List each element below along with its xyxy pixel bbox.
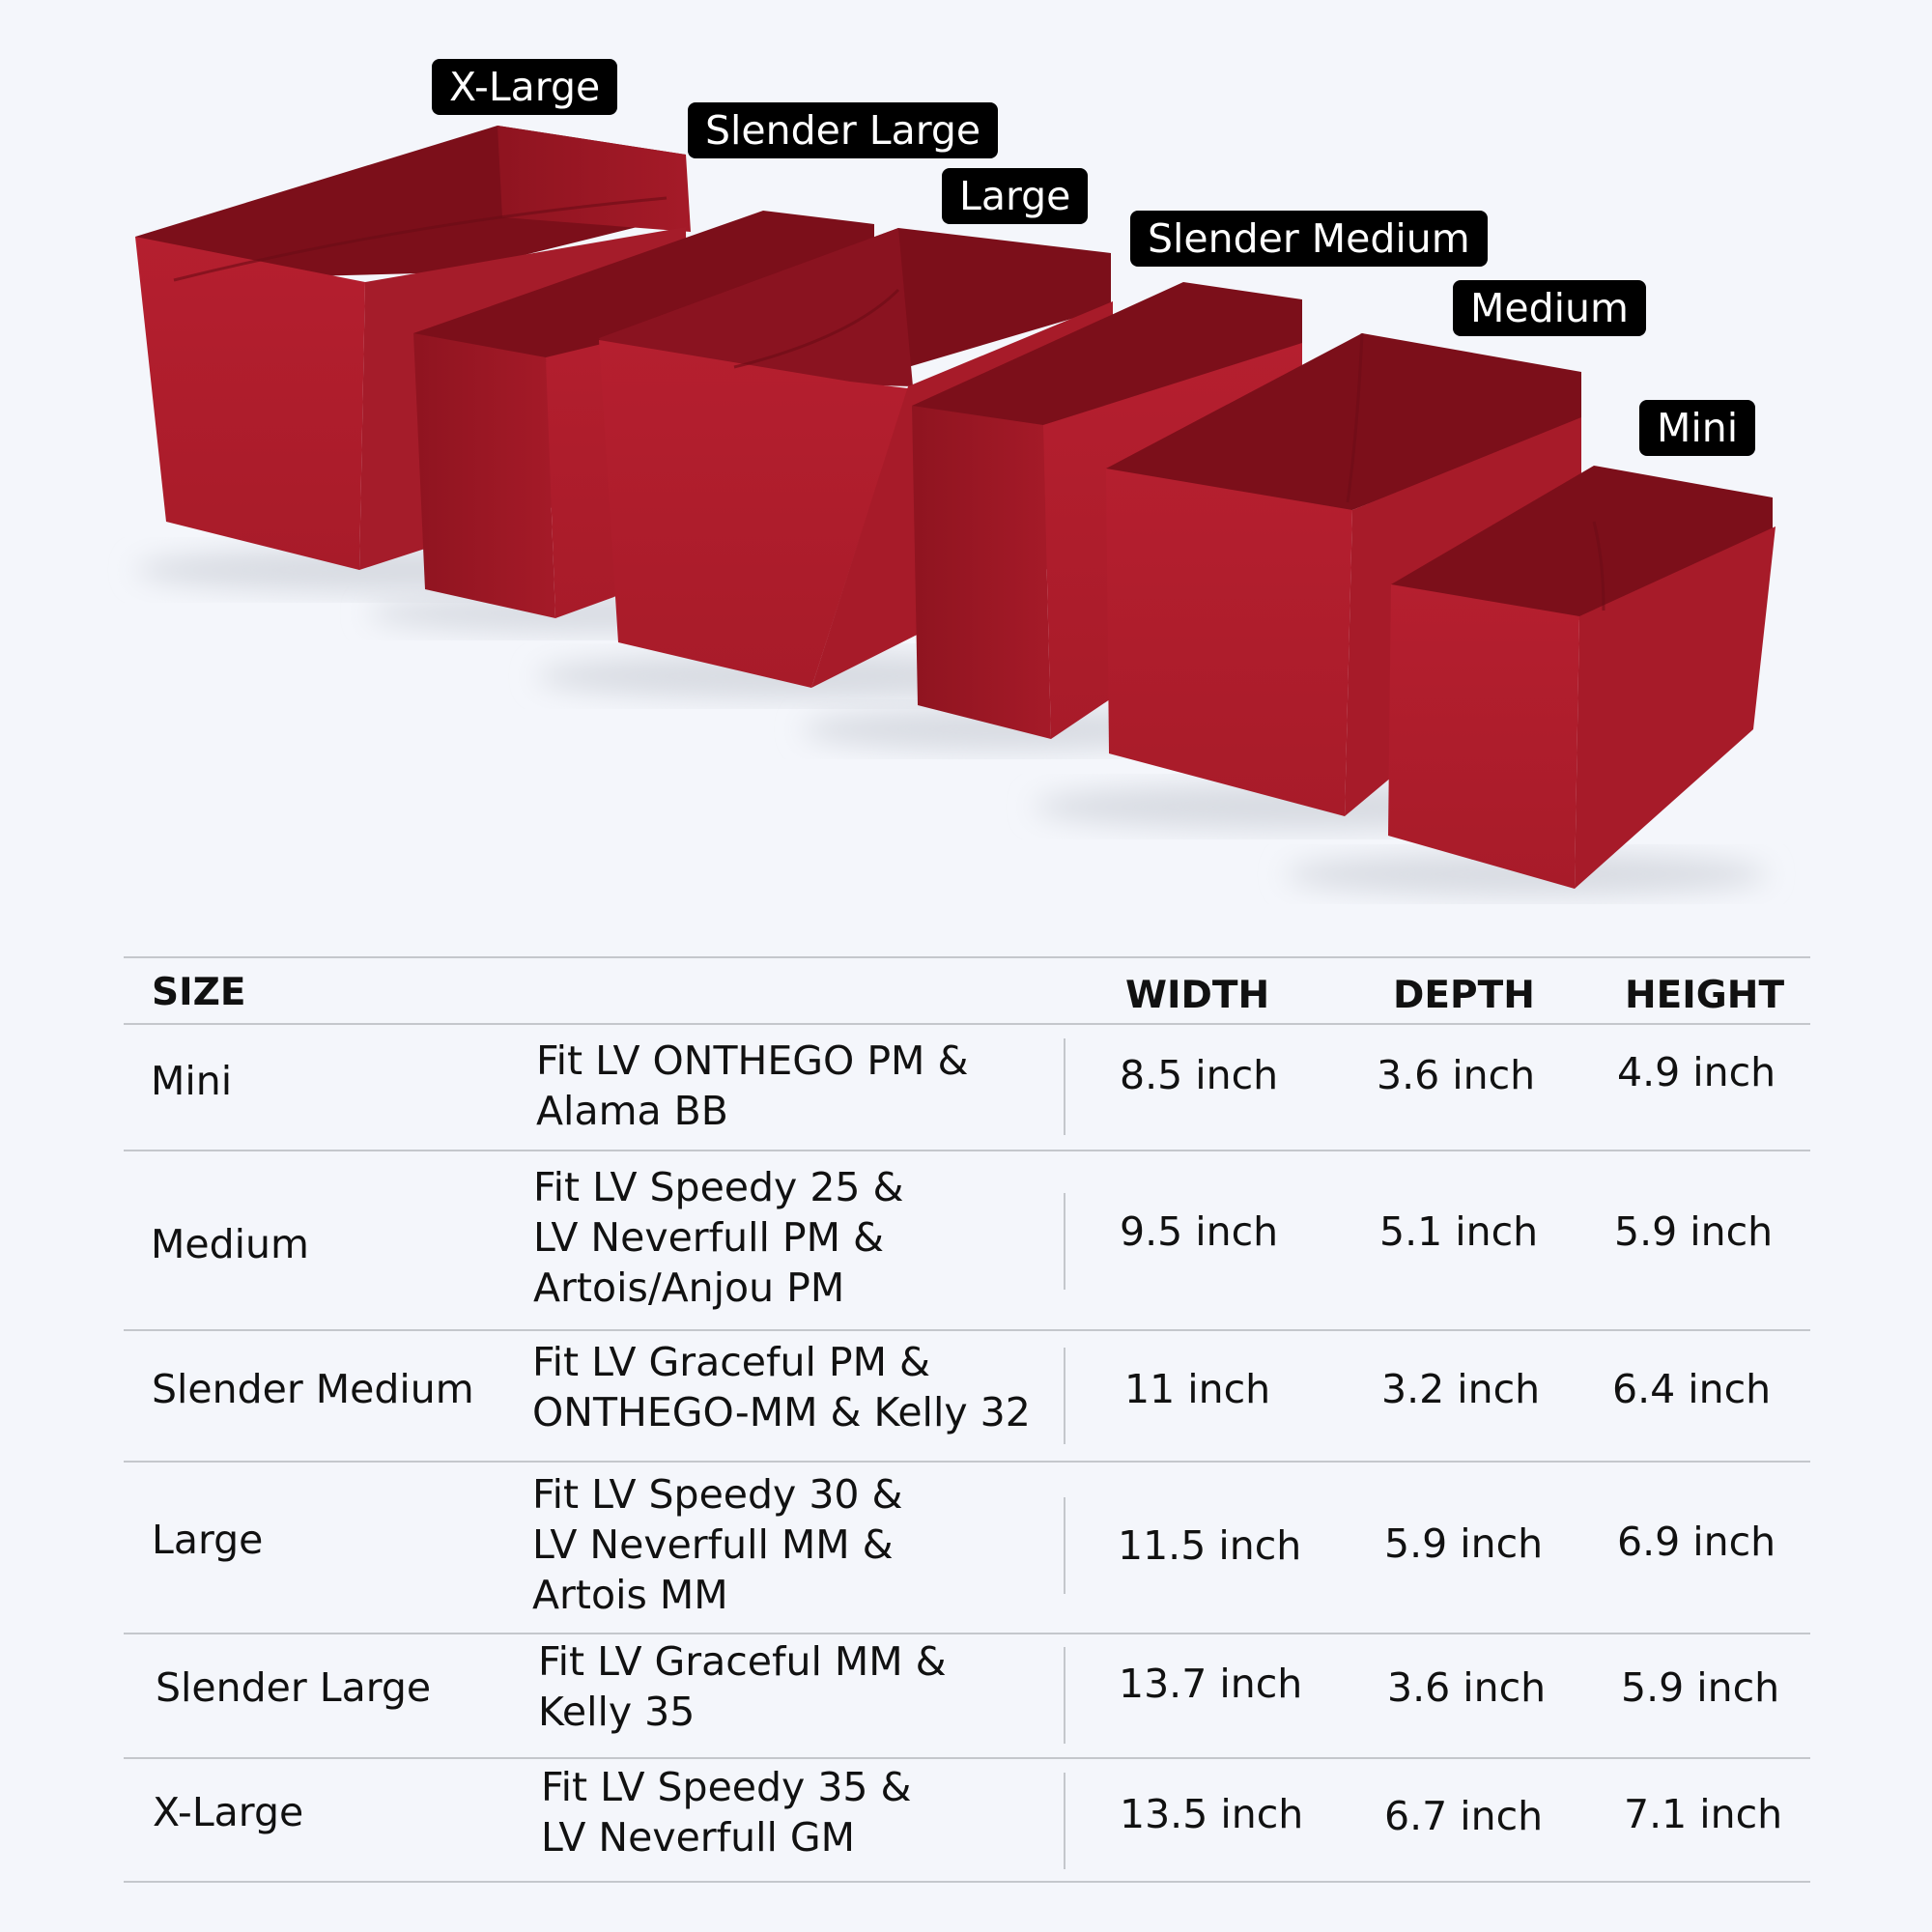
row-large-height: 6.9 inch [1617, 1519, 1776, 1565]
row-medium-fit: Fit LV Speedy 25 & LV Neverfull PM & Artoi… [533, 1164, 904, 1311]
row-slender-large-size: Slender Large [156, 1664, 432, 1711]
row-slender-large-height: 5.9 inch [1621, 1664, 1780, 1711]
row-mini-depth: 3.6 inch [1377, 1052, 1536, 1098]
row-rule [124, 1633, 1810, 1634]
row-slender-medium-width: 11 inch [1124, 1366, 1271, 1412]
header-rule [124, 1023, 1810, 1025]
row-large-size: Large [152, 1517, 264, 1563]
size-tag-mini: Mini [1639, 400, 1756, 456]
row-medium-depth: 5.1 inch [1379, 1208, 1539, 1255]
column-separator [1064, 1348, 1065, 1444]
row-large-depth: 5.9 inch [1384, 1520, 1544, 1567]
row-slender-medium-fit: Fit LV Graceful PM & ONTHEGO-MM & Kelly 3… [532, 1339, 1031, 1435]
row-large-fit: Fit LV Speedy 30 & LV Neverfull MM & Artoi… [532, 1471, 903, 1618]
table-bottom-rule [124, 1881, 1810, 1883]
column-separator [1064, 1193, 1065, 1290]
organizer-mini [1285, 466, 1776, 895]
row-x-large-fit: Fit LV Speedy 35 & LV Neverfull GM [541, 1764, 912, 1861]
size-tag-slender-medium: Slender Medium [1130, 211, 1488, 267]
organizer-inserts-illustration [135, 126, 1776, 895]
header-size: SIZE [152, 971, 246, 1014]
column-separator [1064, 1497, 1065, 1594]
row-mini-height: 4.9 inch [1617, 1049, 1776, 1095]
row-rule [124, 1461, 1810, 1463]
row-slender-large-depth: 3.6 inch [1387, 1664, 1547, 1711]
row-mini-size: Mini [151, 1058, 233, 1104]
row-slender-medium-size: Slender Medium [152, 1366, 474, 1412]
row-slender-medium-height: 6.4 inch [1612, 1366, 1772, 1412]
header-height: HEIGHT [1625, 974, 1785, 1017]
row-x-large-width: 13.5 inch [1120, 1791, 1304, 1837]
row-rule [124, 1329, 1810, 1331]
row-mini-fit: Fit LV ONTHEGO PM & Alama BB [536, 1037, 969, 1134]
column-separator [1064, 1038, 1065, 1135]
row-x-large-depth: 6.7 inch [1384, 1793, 1544, 1839]
size-tag-large: Large [942, 168, 1089, 224]
row-slender-large-fit: Fit LV Graceful MM & Kelly 35 [538, 1638, 947, 1735]
size-tag-slender-large: Slender Large [688, 102, 999, 158]
row-medium-size: Medium [151, 1221, 309, 1267]
column-separator [1064, 1647, 1065, 1744]
row-slender-large-width: 13.7 inch [1119, 1661, 1303, 1707]
size-tag-x-large: X-Large [432, 59, 618, 115]
row-large-width: 11.5 inch [1118, 1522, 1302, 1569]
row-slender-medium-depth: 3.2 inch [1381, 1366, 1541, 1412]
table-top-rule [124, 956, 1810, 958]
row-x-large-height: 7.1 inch [1624, 1791, 1783, 1837]
row-rule [124, 1150, 1810, 1151]
row-medium-width: 9.5 inch [1120, 1208, 1279, 1255]
row-medium-height: 5.9 inch [1614, 1208, 1774, 1255]
column-separator [1064, 1773, 1065, 1869]
header-width: WIDTH [1125, 974, 1270, 1017]
row-mini-width: 8.5 inch [1120, 1052, 1279, 1098]
size-tag-medium: Medium [1453, 280, 1646, 336]
row-rule [124, 1757, 1810, 1759]
row-x-large-size: X-Large [153, 1789, 304, 1835]
header-depth: DEPTH [1393, 974, 1535, 1017]
